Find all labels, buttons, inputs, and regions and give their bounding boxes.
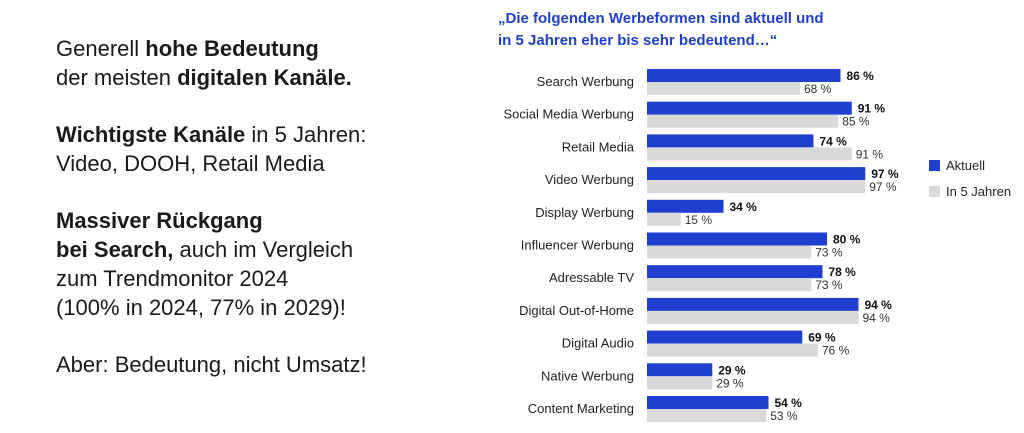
legend-swatch — [929, 160, 940, 171]
bar-in-5-jahren — [647, 82, 800, 95]
bar-aktuell — [647, 396, 769, 409]
bar-in-5-jahren — [647, 278, 812, 292]
bar-aktuell — [647, 101, 852, 115]
summary-text-span: zum Trendmonitor 2024 — [56, 266, 289, 291]
summary-paragraph-1: Generell hohe Bedeutung der meisten digi… — [56, 34, 476, 92]
bar-aktuell — [647, 134, 814, 148]
legend-label: Aktuell — [946, 158, 985, 173]
data-label-in-5-jahren: 29 % — [716, 376, 744, 390]
summary-text-span: Video, DOOH, Retail Media — [56, 151, 325, 176]
data-label-aktuell: 34 % — [730, 200, 758, 214]
bar-aktuell — [647, 330, 803, 344]
summary-bold: Wichtigste Kanäle — [56, 122, 246, 147]
data-label-in-5-jahren: 73 % — [815, 246, 843, 260]
data-label-aktuell: 91 % — [858, 102, 886, 116]
bar-aktuell — [647, 167, 866, 181]
bar-aktuell — [647, 265, 823, 279]
summary-paragraph-3: Massiver Rückgang bei Search, auch im Ve… — [56, 206, 476, 322]
data-label-aktuell: 97 % — [871, 167, 899, 181]
data-label-aktuell: 74 % — [820, 134, 848, 148]
category-label: Adressable TV — [549, 270, 634, 285]
summary-bold: digitalen Kanäle. — [177, 65, 352, 90]
data-label-in-5-jahren: 94 % — [863, 311, 891, 325]
chart-title: „Die folgenden Werbeformen sind aktuell … — [498, 8, 898, 52]
summary-text-span: der meisten — [56, 65, 178, 90]
data-label-aktuell: 86 % — [847, 69, 875, 83]
category-label: Search Werbung — [537, 74, 634, 89]
summary-text-span: Generell — [56, 36, 146, 61]
category-label: Retail Media — [562, 139, 635, 154]
data-label-in-5-jahren: 97 % — [869, 180, 897, 194]
bar-aktuell — [647, 69, 841, 82]
summary-bold: bei Search, — [56, 237, 174, 262]
data-label-aktuell: 80 % — [833, 233, 861, 247]
data-label-aktuell: 54 % — [775, 396, 803, 410]
data-label-in-5-jahren: 53 % — [770, 409, 798, 423]
summary-text-span: in 5 Jahren: — [245, 122, 367, 147]
bar-in-5-jahren — [647, 114, 839, 128]
category-label: Native Werbung — [541, 368, 634, 383]
summary-bold: hohe Bedeutung — [145, 36, 319, 61]
data-label-aktuell: 29 % — [718, 363, 746, 377]
data-label-aktuell: 78 % — [829, 265, 857, 279]
category-label: Video Werbung — [545, 172, 634, 187]
summary-text: Generell hohe Bedeutung der meisten digi… — [56, 34, 476, 407]
bar-in-5-jahren — [647, 409, 767, 422]
data-label-aktuell: 69 % — [808, 331, 836, 345]
bar-in-5-jahren — [647, 376, 713, 390]
data-label-in-5-jahren: 73 % — [815, 278, 843, 292]
category-label: Digital Out-of-Home — [519, 303, 634, 318]
summary-text-span: Aber: Bedeutung, nicht Umsatz! — [56, 352, 367, 377]
chart-title-line-1: „Die folgenden Werbeformen sind aktuell … — [498, 10, 824, 27]
bar-aktuell — [647, 297, 859, 311]
data-label-in-5-jahren: 15 % — [685, 213, 713, 227]
bar-in-5-jahren — [647, 212, 681, 226]
bar-in-5-jahren — [647, 245, 812, 259]
category-label: Social Media Werbung — [503, 107, 634, 122]
summary-text-span: (100% in 2024, 77% in 2029)! — [56, 295, 346, 320]
summary-text-span: auch im Vergleich — [173, 237, 354, 262]
chart-title-line-2: in 5 Jahren eher bis sehr bedeutend…“ — [498, 32, 778, 49]
legend-label: In 5 Jahren — [946, 184, 1011, 199]
legend-swatch — [929, 186, 940, 197]
bar-aktuell — [647, 199, 724, 213]
category-label: Display Werbung — [535, 205, 634, 220]
summary-bold: Massiver Rückgang — [56, 208, 263, 233]
category-label: Content Marketing — [528, 401, 634, 416]
data-label-in-5-jahren: 76 % — [822, 344, 850, 358]
bar-in-5-jahren — [647, 147, 852, 161]
bar-aktuell — [647, 363, 713, 377]
bar-in-5-jahren — [647, 310, 859, 324]
summary-paragraph-4: Aber: Bedeutung, nicht Umsatz! — [56, 350, 476, 379]
category-label: Influencer Werbung — [521, 238, 634, 253]
data-label-aktuell: 94 % — [865, 298, 893, 312]
bar-in-5-jahren — [647, 180, 866, 194]
category-label: Digital Audio — [562, 336, 634, 351]
data-label-in-5-jahren: 91 % — [856, 147, 884, 161]
data-label-in-5-jahren: 68 % — [804, 82, 832, 96]
summary-paragraph-2: Wichtigste Kanäle in 5 Jahren: Video, DO… — [56, 120, 476, 178]
data-label-in-5-jahren: 85 % — [842, 115, 870, 129]
bar-aktuell — [647, 232, 827, 246]
bar-in-5-jahren — [647, 343, 818, 357]
